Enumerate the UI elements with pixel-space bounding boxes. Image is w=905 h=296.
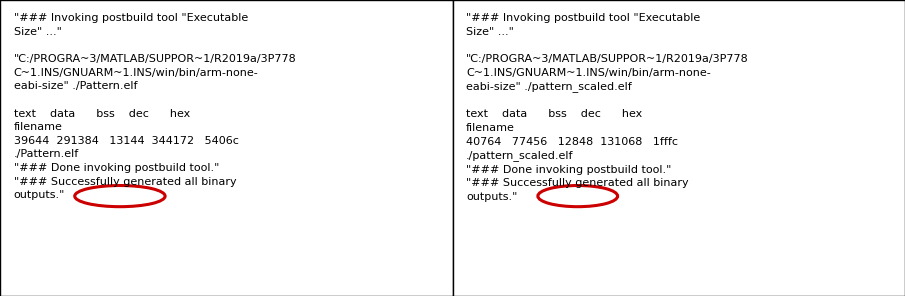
Text: "### Invoking postbuild tool "Executable
Size" ..."

"C:/PROGRA~3/MATLAB/SUPPOR~: "### Invoking postbuild tool "Executable… — [466, 13, 748, 202]
Text: "### Invoking postbuild tool "Executable
Size" ..."

"C:/PROGRA~3/MATLAB/SUPPOR~: "### Invoking postbuild tool "Executable… — [14, 13, 296, 200]
